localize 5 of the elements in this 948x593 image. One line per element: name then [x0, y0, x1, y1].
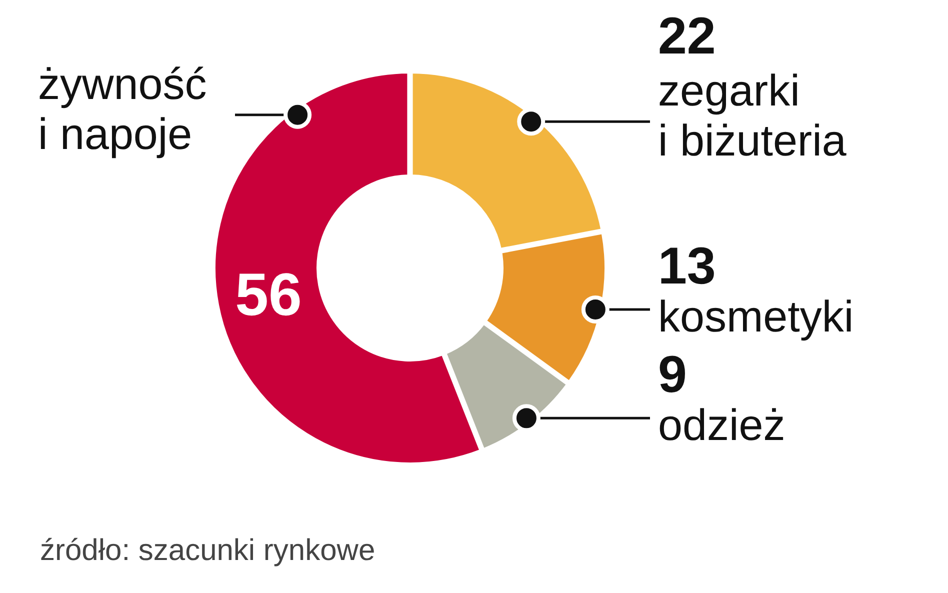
- data-label: 56: [235, 260, 302, 328]
- slice-label: żywność i napoje: [38, 60, 207, 159]
- data-label: 22: [658, 8, 716, 66]
- text: źródło: szacunki rynkowe: [40, 534, 376, 567]
- slice-label: zegarki i biżuteria: [658, 66, 847, 166]
